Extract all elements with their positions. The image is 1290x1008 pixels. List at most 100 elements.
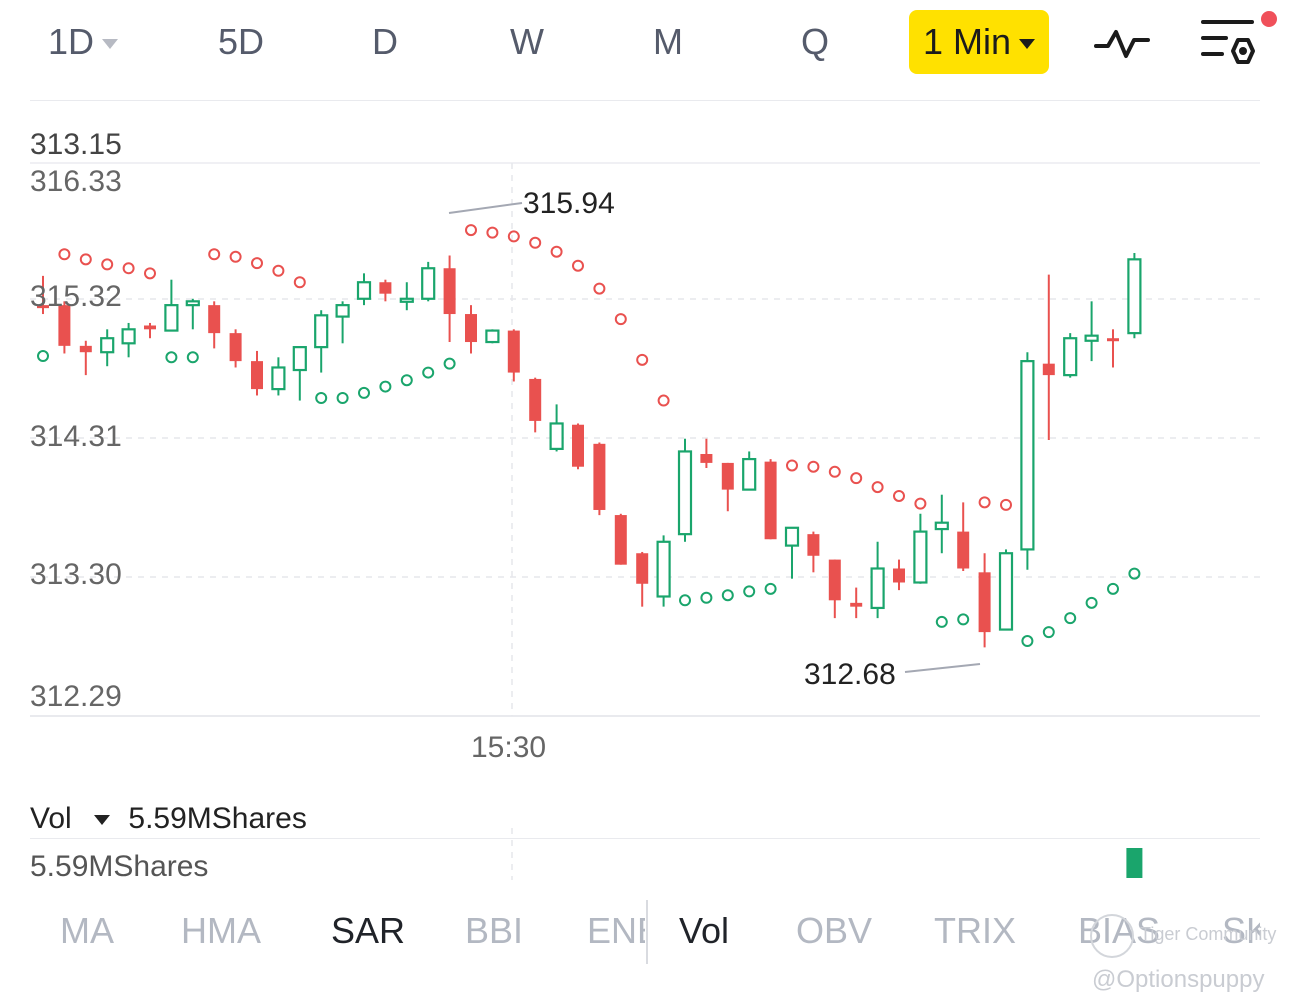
sar-dot: [657, 394, 670, 407]
candle: [978, 553, 991, 648]
sar-dot: [593, 282, 606, 295]
candle: [1042, 274, 1055, 440]
timeframe-week[interactable]: W: [510, 21, 544, 62]
sar-dot: [379, 380, 392, 393]
sar-dot: [572, 259, 584, 272]
tab-ene[interactable]: ENE: [587, 910, 645, 951]
tab-vol[interactable]: Vol: [679, 910, 730, 951]
candle: [507, 329, 520, 382]
sar-dot: [37, 350, 49, 363]
sar-dot: [529, 236, 542, 249]
time-axis-label: 15:30: [471, 731, 547, 764]
candle: [529, 377, 542, 433]
sar-dot: [122, 262, 135, 275]
high-marker-label: 315.94: [523, 187, 615, 220]
candle: [893, 559, 905, 591]
timeframe-1d-label: 1D: [48, 21, 95, 62]
sar-dot: [251, 257, 263, 270]
candle: [379, 279, 392, 302]
watermark-tiger: Tiger Community: [1140, 924, 1277, 944]
tab-sk[interactable]: SK: [1222, 910, 1260, 951]
candle: [485, 329, 500, 344]
candle: [208, 301, 221, 349]
candle: [850, 587, 863, 619]
sar-dot: [507, 230, 520, 243]
candle: [37, 275, 49, 315]
candle: [549, 404, 564, 452]
sar-dot: [358, 386, 370, 399]
volume-label: Vol: [30, 802, 72, 835]
candlestick-series: [37, 252, 1142, 648]
notification-dot: [1261, 11, 1277, 27]
candle: [742, 451, 757, 491]
sar-dot: [165, 351, 178, 364]
candle: [636, 551, 649, 607]
timeframe-quarter[interactable]: Q: [801, 21, 830, 62]
sar-indicator: [37, 224, 1141, 648]
sar-dot: [786, 459, 798, 472]
candle: [1107, 329, 1119, 368]
tab-separator: [646, 900, 648, 964]
tab-ma[interactable]: MA: [60, 910, 114, 951]
sar-dot: [1085, 596, 1098, 609]
low-marker-label: 312.68: [804, 658, 896, 691]
tab-bbi[interactable]: BBI: [465, 910, 524, 951]
candle: [1063, 333, 1078, 378]
y-axis-label-1: 316.33: [30, 165, 122, 198]
chart-settings-icon[interactable]: [1200, 18, 1258, 70]
candle: [185, 298, 200, 330]
tiger-logo-icon: [1090, 914, 1134, 958]
timeframe-month[interactable]: M: [653, 21, 683, 62]
sar-dot: [700, 591, 713, 604]
volume-axis-label: 5.59MShares: [30, 850, 209, 883]
candle: [144, 322, 156, 339]
sar-dot: [1128, 567, 1141, 580]
candle: [421, 261, 436, 302]
candle: [593, 442, 606, 516]
sar-dot: [79, 253, 92, 266]
sar-dot: [486, 226, 499, 239]
candle: [656, 535, 671, 607]
sar-dot: [1042, 626, 1055, 639]
candle: [356, 273, 372, 306]
tab-obv[interactable]: OBV: [796, 910, 873, 951]
sar-dot: [272, 264, 285, 277]
candle: [934, 494, 949, 554]
caret-down-icon: [94, 815, 111, 826]
sar-dot: [293, 276, 306, 289]
sar-dot: [807, 460, 820, 473]
candle: [465, 305, 477, 354]
candle: [271, 357, 286, 396]
watermark-user: @Optionspuppy: [1092, 966, 1265, 993]
interval-selector[interactable]: 1 Min: [909, 10, 1050, 74]
candle: [335, 301, 350, 344]
y-axis-label-4: 313.30: [30, 558, 122, 591]
sar-dot: [186, 351, 199, 364]
volume-selector[interactable]: Vol 5.59MShares: [30, 802, 307, 836]
timeframe-5d[interactable]: 5D: [218, 21, 265, 62]
tab-sar[interactable]: SAR: [331, 910, 406, 951]
price-chart[interactable]: [0, 0, 1290, 770]
candle: [807, 531, 820, 573]
sar-dot: [336, 392, 349, 405]
sar-dot: [679, 594, 691, 607]
sar-dot: [1000, 498, 1012, 511]
candle: [443, 255, 456, 343]
sar-dot: [1021, 635, 1034, 648]
candle: [721, 462, 734, 512]
sar-dot: [850, 472, 863, 485]
sar-dot: [1107, 582, 1119, 595]
candle: [100, 329, 115, 367]
candle: [828, 559, 841, 619]
candle: [1020, 352, 1035, 570]
tab-trix[interactable]: TRIX: [934, 910, 1017, 951]
y-axis-label-5: 312.29: [30, 680, 122, 713]
tab-hma[interactable]: HMA: [181, 910, 261, 951]
sar-dot: [636, 353, 649, 366]
candle: [251, 350, 263, 396]
candle: [572, 423, 584, 470]
timeframe-day[interactable]: D: [372, 21, 398, 62]
sar-dot: [208, 248, 221, 261]
timeframe-1d-dropdown[interactable]: 1D: [48, 18, 119, 66]
indicator-icon[interactable]: [1094, 26, 1150, 62]
